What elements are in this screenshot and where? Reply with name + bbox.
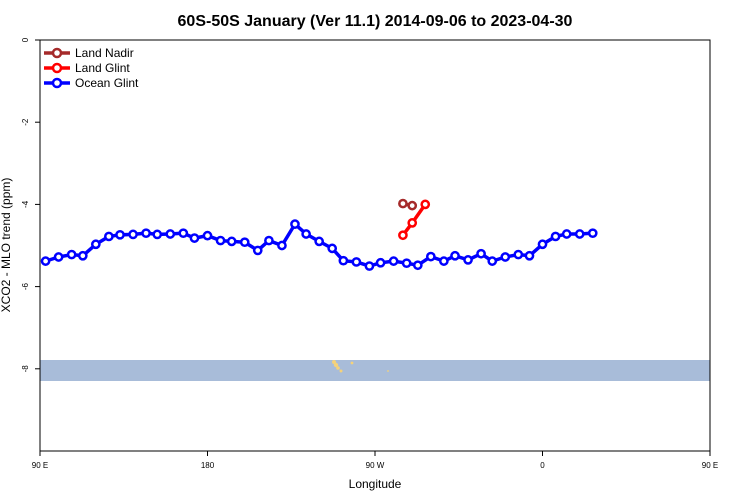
- data-point: [90, 239, 101, 250]
- legend-item: Land Nadir: [44, 46, 134, 60]
- data-point: [587, 228, 598, 239]
- data-point: [152, 229, 163, 240]
- data-point: [425, 251, 436, 262]
- data-point: [439, 256, 449, 266]
- data-point: [338, 255, 349, 266]
- data-point: [165, 229, 176, 239]
- data-point: [398, 198, 408, 209]
- data-point: [574, 229, 585, 239]
- data-point: [513, 249, 524, 260]
- data-point: [178, 228, 189, 239]
- series-ocean-glint: [40, 219, 598, 271]
- data-point: [500, 252, 511, 262]
- map-strip: [40, 360, 710, 381]
- legend-label: Land Glint: [75, 61, 130, 75]
- series-layer: [40, 198, 598, 271]
- series-land-nadir: [398, 198, 418, 211]
- legend-label: Land Nadir: [75, 46, 134, 60]
- data-point: [141, 228, 151, 239]
- data-point: [215, 235, 226, 246]
- data-point: [239, 237, 250, 248]
- x-tick-label: 90 E: [702, 461, 718, 470]
- data-point: [537, 239, 548, 250]
- data-point: [202, 230, 213, 241]
- data-point: [66, 249, 77, 260]
- data-point: [53, 252, 64, 262]
- plot-frame: [39, 39, 711, 452]
- data-point: [277, 240, 287, 251]
- y-tick-label: -6: [21, 282, 30, 290]
- x-tick-label: 0: [540, 461, 545, 470]
- map-landmass: [332, 360, 389, 373]
- y-tick-label: -8: [21, 365, 30, 373]
- data-point: [301, 229, 311, 239]
- legend-item: Land Glint: [44, 61, 130, 75]
- y-axis: 0 -2 -4 -6 -8: [21, 37, 40, 372]
- data-point: [189, 233, 200, 243]
- data-point: [314, 236, 325, 247]
- x-tick-label: 90 E: [32, 461, 48, 470]
- y-tick-label: -4: [21, 200, 30, 208]
- data-point: [550, 231, 561, 242]
- data-point: [476, 248, 486, 259]
- data-point: [388, 256, 399, 266]
- data-point: [487, 256, 498, 266]
- legend-label: Ocean Glint: [75, 76, 139, 90]
- data-point: [412, 260, 423, 271]
- data-point: [290, 219, 300, 229]
- y-axis-label: XCO2 - MLO trend (ppm): [0, 178, 13, 313]
- data-point: [104, 231, 114, 242]
- series-land-glint: [398, 199, 431, 241]
- x-axis-label: Longitude: [349, 477, 402, 491]
- data-point: [375, 257, 386, 268]
- data-point: [524, 250, 535, 261]
- legend-item: Ocean Glint: [44, 76, 139, 90]
- data-point: [115, 229, 125, 240]
- chart-title: 60S-50S January (Ver 11.1) 2014-09-06 to…: [178, 13, 573, 30]
- x-tick-label: 180: [201, 461, 215, 470]
- data-point: [226, 236, 237, 247]
- legend-marker: [51, 62, 63, 74]
- data-point: [463, 255, 473, 265]
- x-tick-label: 90 W: [366, 461, 385, 470]
- data-point: [561, 229, 572, 239]
- data-point: [407, 218, 418, 228]
- legend-marker: [51, 77, 63, 89]
- data-point: [401, 258, 412, 269]
- data-point: [364, 261, 375, 271]
- y-tick-label: -2: [21, 118, 30, 126]
- data-point: [40, 256, 51, 266]
- data-point: [420, 199, 431, 210]
- data-point: [327, 243, 338, 254]
- data-point: [407, 200, 418, 211]
- data-point: [128, 229, 138, 240]
- data-point: [77, 250, 88, 261]
- y-tick-label: 0: [21, 37, 30, 42]
- data-point: [264, 235, 274, 246]
- legend-marker: [51, 47, 63, 59]
- data-point: [252, 245, 263, 256]
- data-point: [450, 250, 460, 261]
- data-point: [398, 230, 408, 241]
- data-point: [351, 257, 362, 267]
